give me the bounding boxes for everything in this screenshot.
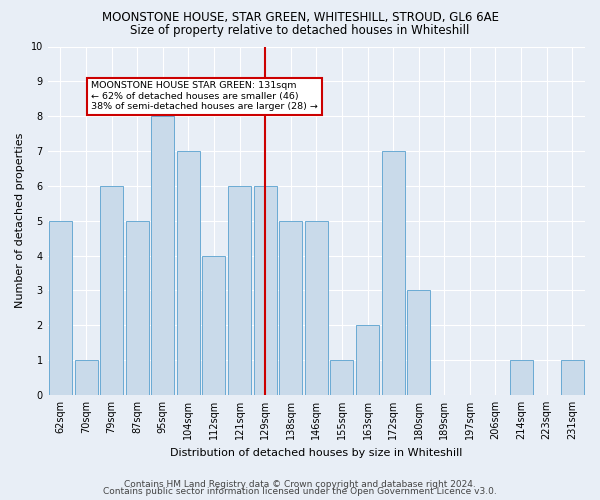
Text: Contains public sector information licensed under the Open Government Licence v3: Contains public sector information licen… <box>103 487 497 496</box>
Text: MOONSTONE HOUSE STAR GREEN: 131sqm
← 62% of detached houses are smaller (46)
38%: MOONSTONE HOUSE STAR GREEN: 131sqm ← 62%… <box>91 82 318 111</box>
Bar <box>382 151 404 395</box>
Bar <box>228 186 251 395</box>
Text: Contains HM Land Registry data © Crown copyright and database right 2024.: Contains HM Land Registry data © Crown c… <box>124 480 476 489</box>
Bar <box>49 220 72 395</box>
Bar <box>356 325 379 395</box>
Bar <box>509 360 533 395</box>
Y-axis label: Number of detached properties: Number of detached properties <box>15 133 25 308</box>
Text: Size of property relative to detached houses in Whiteshill: Size of property relative to detached ho… <box>130 24 470 37</box>
Bar <box>74 360 98 395</box>
Bar <box>202 256 226 395</box>
Bar <box>151 116 175 395</box>
Bar <box>177 151 200 395</box>
Bar <box>407 290 430 395</box>
Text: MOONSTONE HOUSE, STAR GREEN, WHITESHILL, STROUD, GL6 6AE: MOONSTONE HOUSE, STAR GREEN, WHITESHILL,… <box>101 11 499 24</box>
Bar <box>279 220 302 395</box>
Bar <box>305 220 328 395</box>
X-axis label: Distribution of detached houses by size in Whiteshill: Distribution of detached houses by size … <box>170 448 463 458</box>
Bar <box>331 360 353 395</box>
Bar <box>100 186 123 395</box>
Bar <box>560 360 584 395</box>
Bar <box>254 186 277 395</box>
Bar <box>126 220 149 395</box>
